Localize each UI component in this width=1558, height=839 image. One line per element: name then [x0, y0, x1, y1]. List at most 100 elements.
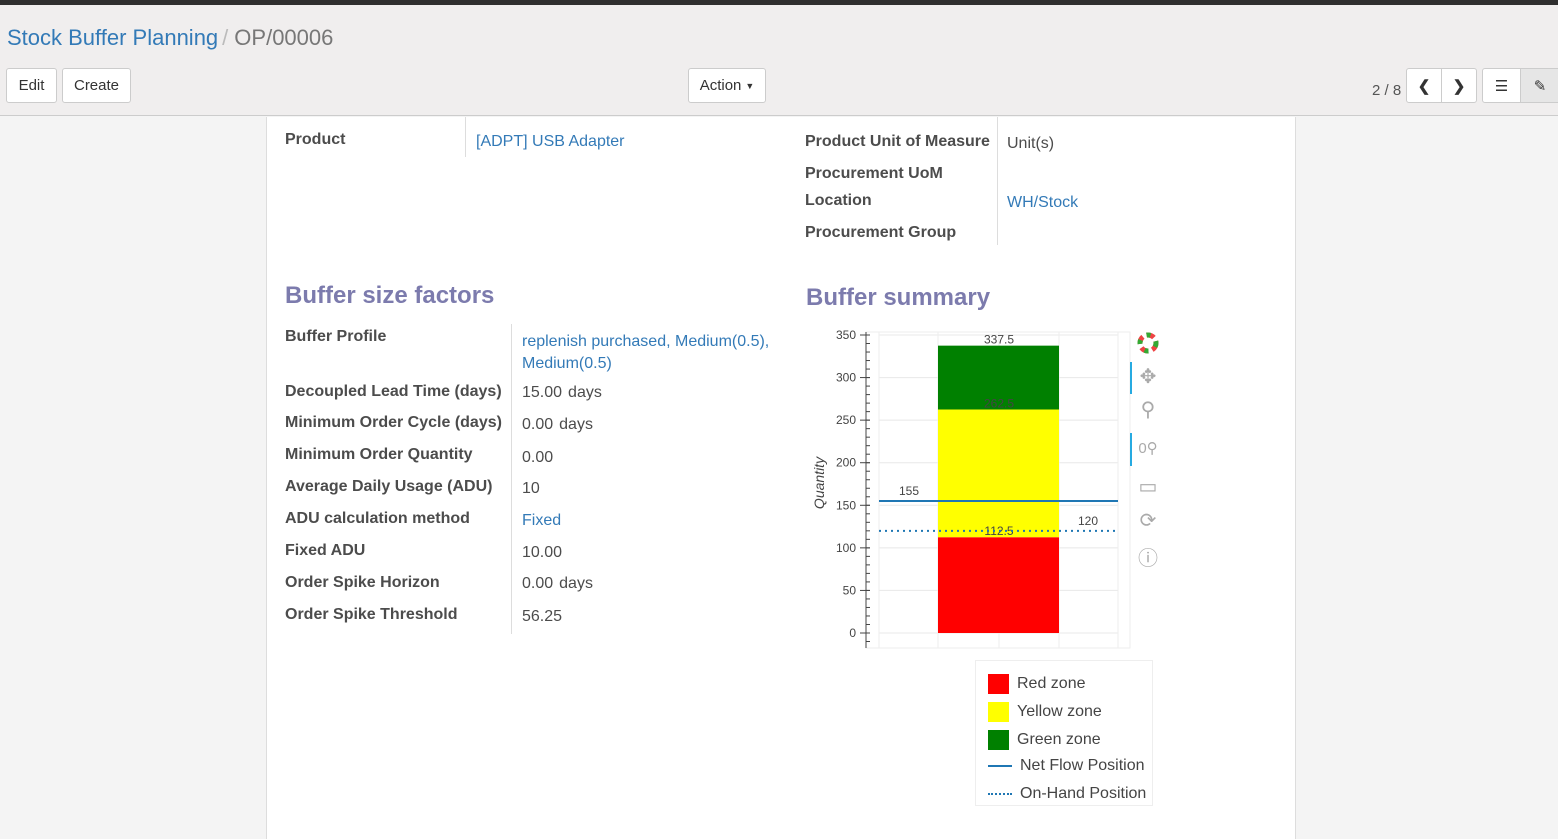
moc-unit: days — [559, 416, 593, 433]
moc-field: 0.00 days — [522, 416, 593, 434]
buffer-chart[interactable]: 050100150200250300350Quantity112.5262.53… — [800, 320, 1140, 660]
adu-value: 10 — [522, 480, 540, 497]
moc-label: Minimum Order Cycle (days) — [285, 414, 502, 431]
bar-label: 262.5 — [984, 397, 1014, 411]
buffer-summary-title: Buffer summary — [806, 284, 991, 311]
bar-label: 337.5 — [984, 333, 1014, 347]
spike-threshold-value: 56.25 — [522, 608, 563, 625]
buffer-profile-value-2[interactable]: Medium(0.5) — [522, 355, 612, 372]
bar-segment-green-zone — [938, 345, 1059, 410]
action-label: Action — [699, 77, 742, 94]
breadcrumb-current: OP/00006 — [234, 25, 334, 50]
edit-form-icon: ✎ — [1533, 77, 1547, 95]
active-tool-indicator — [1130, 433, 1132, 466]
y-tick-label: 50 — [843, 583, 857, 597]
box-zoom-icon[interactable]: ⚲ — [1140, 399, 1156, 421]
legend-net-flow[interactable]: Net Flow Position — [988, 757, 1145, 775]
product-field[interactable]: [ADPT] USB Adapter — [476, 133, 625, 150]
caret-down-icon: ▼ — [745, 80, 755, 91]
buffer-profile-field[interactable]: replenish purchased, Medium(0.5), Medium(… — [522, 331, 769, 375]
edit-button[interactable]: Edit — [6, 68, 57, 103]
breadcrumb: Stock Buffer Planning / OP/00006 — [7, 25, 333, 51]
pan-icon[interactable]: ✥ — [1139, 366, 1157, 388]
legend-red[interactable]: Red zone — [988, 674, 1086, 694]
spike-threshold-label: Order Spike Threshold — [285, 606, 458, 623]
divider — [511, 324, 512, 634]
dlt-value: 15.00 — [522, 384, 563, 401]
legend-label: Red zone — [1017, 675, 1086, 692]
bar-segment-red-zone — [938, 537, 1059, 633]
next-record-button[interactable]: ❯ — [1441, 68, 1477, 103]
adu-method-value[interactable]: Fixed — [522, 512, 562, 529]
help-icon[interactable]: ⓘ — [1138, 548, 1158, 570]
y-tick-label: 0 — [849, 626, 856, 640]
fixed-adu-value: 10.00 — [522, 544, 563, 561]
previous-record-button[interactable]: ❮ — [1406, 68, 1442, 103]
spike-horizon-value: 0.00 — [522, 575, 554, 592]
breadcrumb-separator: / — [222, 25, 229, 50]
buffer-profile-value[interactable]: replenish purchased, Medium(0.5), — [522, 333, 770, 350]
legend-swatch — [988, 702, 1009, 722]
moq-label: Minimum Order Quantity — [285, 446, 473, 463]
active-tool-indicator — [1130, 362, 1132, 394]
spike-horizon-field: 0.00 days — [522, 575, 593, 593]
adu-label: Average Daily Usage (ADU) — [285, 478, 493, 495]
legend-swatch — [988, 674, 1009, 694]
y-tick-label: 350 — [836, 328, 856, 342]
legend-label: On-Hand Position — [1020, 785, 1147, 802]
procurement-group-label: Procurement Group — [805, 224, 957, 241]
y-axis-label: Quantity — [811, 456, 827, 509]
legend-swatch — [988, 793, 1012, 795]
wheel-zoom-icon[interactable]: 0⚲ — [1138, 440, 1158, 457]
buffer-size-factors-title: Buffer size factors — [285, 282, 495, 309]
form-view-button[interactable]: ✎ — [1520, 68, 1558, 103]
breadcrumb-parent[interactable]: Stock Buffer Planning — [7, 25, 219, 50]
divider — [997, 117, 998, 245]
line-label: 155 — [899, 484, 919, 498]
y-tick-label: 200 — [836, 456, 856, 470]
legend-label: Green zone — [1017, 731, 1101, 748]
legend-yellow[interactable]: Yellow zone — [988, 702, 1102, 722]
top-navbar — [0, 0, 1558, 5]
y-tick-label: 300 — [836, 371, 856, 385]
legend-on-hand[interactable]: On-Hand Position — [988, 785, 1146, 803]
create-button[interactable]: Create — [62, 68, 131, 103]
dlt-field: 15.00 days — [522, 384, 602, 402]
uom-label: Product Unit of Measure — [805, 133, 990, 150]
legend-label: Net Flow Position — [1020, 757, 1145, 774]
dlt-unit: days — [568, 384, 602, 401]
y-tick-label: 250 — [836, 413, 856, 427]
pager-value: 2 / 8 — [1372, 82, 1402, 99]
moq-value: 0.00 — [522, 449, 554, 466]
spike-horizon-label: Order Spike Horizon — [285, 574, 440, 591]
divider — [465, 117, 466, 157]
reset-icon[interactable]: ⟳ — [1139, 510, 1157, 532]
location-field[interactable]: WH/Stock — [1007, 194, 1079, 211]
legend-swatch — [988, 765, 1012, 767]
uom-field: Unit(s) — [1007, 135, 1055, 152]
legend-label: Yellow zone — [1017, 703, 1102, 720]
bar-segment-yellow-zone — [938, 409, 1059, 538]
chevron-left-icon: ❮ — [1417, 77, 1431, 95]
procurement-uom-label: Procurement UoM — [805, 165, 943, 182]
chevron-right-icon: ❯ — [1452, 77, 1466, 95]
buffer-profile-label: Buffer Profile — [285, 328, 387, 345]
action-dropdown[interactable]: Action ▼ — [688, 68, 766, 103]
legend-green[interactable]: Green zone — [988, 730, 1101, 750]
line-label: 120 — [1078, 514, 1098, 528]
legend-swatch — [988, 730, 1009, 750]
list-view-button[interactable]: ☰ — [1482, 68, 1521, 103]
moc-value: 0.00 — [522, 416, 554, 433]
save-icon[interactable]: ▭ — [1138, 476, 1158, 498]
y-tick-label: 150 — [836, 498, 856, 512]
list-icon: ☰ — [1494, 77, 1509, 95]
chart-legend: Red zone Yellow zone Green zone Net Flow… — [975, 660, 1153, 806]
control-panel: Stock Buffer Planning / OP/00006 Edit Crea… — [0, 5, 1558, 116]
product-label: Product — [285, 131, 346, 148]
spike-horizon-unit: days — [559, 575, 593, 592]
bokeh-logo-icon[interactable] — [1137, 332, 1159, 354]
fixed-adu-label: Fixed ADU — [285, 542, 366, 559]
dlt-label: Decoupled Lead Time (days) — [285, 383, 502, 400]
location-label: Location — [805, 192, 872, 209]
y-tick-label: 100 — [836, 541, 856, 555]
